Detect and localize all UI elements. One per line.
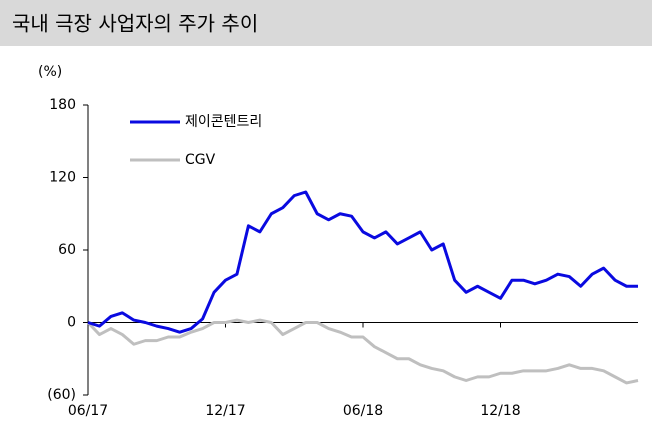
x-tick-label: 12/17 <box>205 403 245 419</box>
header-bar <box>0 0 652 46</box>
legend-label: CGV <box>185 152 216 168</box>
x-tick-label: 12/18 <box>480 403 520 419</box>
chart-title: 국내 극장 사업자의 주가 추이 <box>12 12 258 36</box>
y-tick-label: 120 <box>49 170 76 186</box>
y-tick-label: 180 <box>49 97 76 113</box>
legend-label: 제이콘텐트리 <box>185 114 262 130</box>
y-tick-label: 60 <box>58 242 76 258</box>
y-axis-label: (%) <box>38 64 62 80</box>
y-tick-label: (60) <box>47 387 76 403</box>
series-line <box>86 318 639 385</box>
y-tick-label: 0 <box>67 315 76 331</box>
x-tick-label: 06/18 <box>343 403 383 419</box>
x-tick-label: 06/17 <box>68 403 108 419</box>
series-line <box>87 190 638 334</box>
